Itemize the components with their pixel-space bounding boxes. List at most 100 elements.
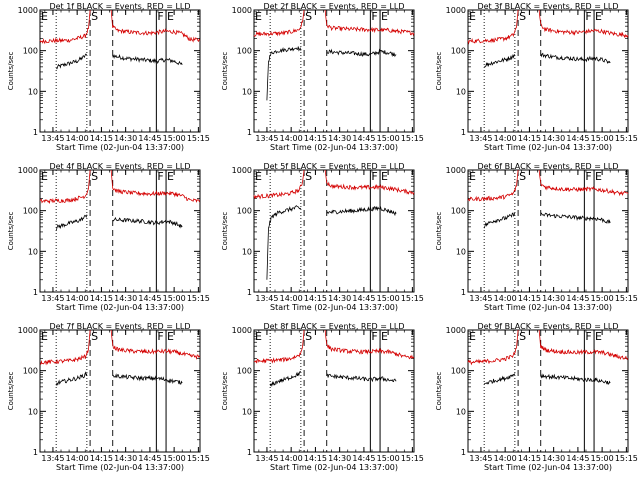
y-tick-label: 1 [247,128,252,137]
x-tick-label: 14:30 [542,134,565,143]
y-axis-label: Counts/sec [221,372,229,411]
marker-letter: E [469,10,476,23]
y-tick-label: 100 [451,367,466,376]
chart-panel: Det 2f BLACK = Events, RED = LLD 1 10 100 10… [221,2,424,152]
x-tick-label: 13:45 [41,134,64,143]
x-tick-label: 15:15 [187,134,210,143]
marker-letter: E [167,330,174,343]
marker-letter: F [371,170,377,183]
marker-letter: S [305,10,312,23]
events-line [484,54,515,68]
events-line [540,52,611,64]
x-tick-label: 14:00 [280,134,303,143]
plot-frame [253,169,415,293]
marker-letter: E [41,10,48,23]
x-tick-label: 14:45 [352,454,375,463]
panel-title: Det 7f BLACK = Events, RED = LLD [49,322,190,331]
x-axis-label: Start Time (02-Jun-04 13:37:00) [56,303,184,312]
y-tick-label: 1000 [446,166,466,175]
marker-letter: E [595,170,602,183]
x-tick-label: 14:00 [494,134,517,143]
x-tick-label: 15:15 [187,294,210,303]
x-tick-label: 13:45 [469,134,492,143]
marker-letter: F [585,330,591,343]
x-tick-label: 15:00 [591,454,614,463]
x-tick-label: 15:00 [163,134,186,143]
x-tick-label: 14:30 [328,134,351,143]
panel-title: Det 4f BLACK = Events, RED = LLD [49,162,190,171]
x-tick-label: 15:00 [377,134,400,143]
marker-letter: S [519,10,526,23]
marker-letter: F [371,330,377,343]
y-axis-label: Counts/sec [221,52,229,91]
x-tick-label: 14:45 [352,134,375,143]
chart-panel: Det 9f BLACK = Events, RED = LLD 1 10 100 10… [435,322,638,472]
chart-panel: Det 4f BLACK = Events, RED = LLD 1 10 100 10… [7,162,210,312]
events-line [326,373,397,383]
lld-line [39,169,91,205]
marker-letter: F [157,170,163,183]
x-tick-label: 13:45 [41,294,64,303]
x-tick-label: 15:15 [401,134,424,143]
y-tick-label: 1000 [232,6,252,15]
marker-letter: S [91,170,98,183]
marker-letter: E [469,170,476,183]
lld-line [39,329,91,366]
y-tick-label: 10 [456,247,466,256]
x-tick-label: 14:45 [138,454,161,463]
events-line [112,373,183,385]
x-axis-label: Start Time (02-Jun-04 13:37:00) [270,143,398,152]
x-tick-label: 15:00 [163,294,186,303]
y-tick-label: 1000 [18,166,38,175]
x-tick-label: 14:45 [352,294,375,303]
events-line [55,214,88,231]
marker-letter: E [255,10,262,23]
events-line [483,373,516,385]
x-tick-label: 14:00 [66,454,89,463]
panel-title: Det 6f BLACK = Events, RED = LLD [477,162,618,171]
x-axis-label: Start Time (02-Jun-04 13:37:00) [484,303,612,312]
lld-line [467,9,519,45]
x-tick-label: 15:15 [615,134,638,143]
marker-letter: E [381,330,388,343]
x-tick-label: 14:00 [66,134,89,143]
panel-title: Det 3f BLACK = Events, RED = LLD [477,2,618,11]
x-tick-label: 15:15 [615,294,638,303]
events-line [483,212,516,229]
plot-frame [467,329,629,453]
y-axis-label: Counts/sec [221,212,229,251]
events-line [112,216,183,229]
y-axis-label: Counts/sec [7,52,15,91]
y-tick-label: 1 [247,448,252,457]
marker-letter: F [371,10,377,23]
x-tick-label: 15:15 [401,294,424,303]
lld-line [324,169,415,195]
lld-line [39,9,91,45]
y-tick-label: 10 [456,87,466,96]
chart-panel: Det 1f BLACK = Events, RED = LLD 1 10 100 10… [7,2,210,152]
x-axis-label: Start Time (02-Jun-04 13:37:00) [484,463,612,472]
lld-line [538,329,629,360]
events-line [540,212,611,225]
y-tick-label: 10 [242,87,252,96]
marker-letter: E [595,10,602,23]
x-tick-label: 14:15 [518,454,541,463]
y-tick-label: 1000 [232,166,252,175]
y-tick-label: 1 [461,288,466,297]
x-tick-label: 15:15 [401,454,424,463]
y-tick-label: 100 [237,367,252,376]
x-tick-label: 14:45 [138,294,161,303]
chart-panel: Det 8f BLACK = Events, RED = LLD 1 10 100 10… [221,322,424,472]
events-line [269,371,301,387]
plot-frame [253,9,415,133]
y-tick-label: 10 [242,247,252,256]
lld-line [110,329,201,360]
marker-letter: S [305,330,312,343]
lld-line [467,329,519,366]
x-axis-label: Start Time (02-Jun-04 13:37:00) [56,143,184,152]
y-tick-label: 1000 [446,6,466,15]
events-line [266,205,302,280]
y-tick-label: 100 [23,367,38,376]
x-tick-label: 14:30 [542,294,565,303]
marker-letter: E [255,170,262,183]
